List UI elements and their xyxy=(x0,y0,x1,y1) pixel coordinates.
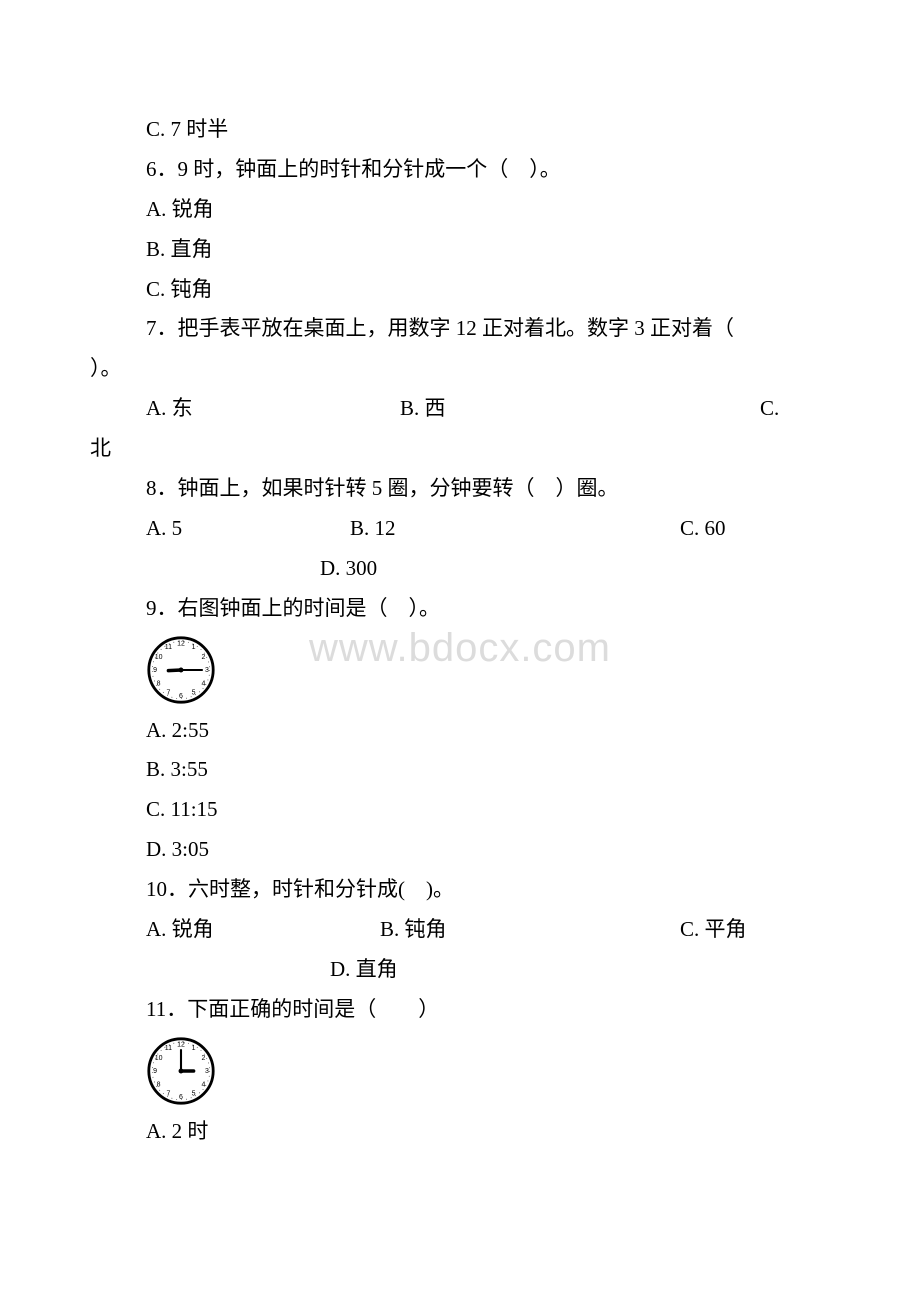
q10-option-a: A. 锐角 xyxy=(90,910,380,950)
svg-text:7: 7 xyxy=(166,689,170,696)
q9-option-a: A. 2:55 xyxy=(90,711,820,751)
svg-text:5: 5 xyxy=(192,689,196,696)
svg-text:6: 6 xyxy=(179,693,183,700)
q7-stem-line2: ）。 xyxy=(90,349,820,389)
svg-text:3: 3 xyxy=(205,1068,209,1075)
q7-option-c-line2: 北 xyxy=(90,429,820,469)
q7-option-b: B. 西 xyxy=(400,389,760,429)
q6-option-b: B. 直角 xyxy=(90,230,820,270)
document-page: www.bdocx.com C. 7 时半 6．9 时，钟面上的时针和分针成一个… xyxy=(0,0,920,1302)
q10-option-c: C. 平角 xyxy=(680,910,747,950)
q9-stem: 9．右图钟面上的时间是（ ）。 xyxy=(90,589,820,629)
svg-text:9: 9 xyxy=(153,1068,157,1075)
svg-text:1: 1 xyxy=(192,644,196,651)
q10-stem: 10．六时整，时针和分针成( )。 xyxy=(90,870,820,910)
svg-text:8: 8 xyxy=(157,680,161,687)
svg-text:4: 4 xyxy=(201,680,205,687)
svg-text:2: 2 xyxy=(201,653,205,660)
q8-options-row1: A. 5 B. 12 C. 60 xyxy=(90,509,820,549)
q11-stem: 11．下面正确的时间是（ ） xyxy=(90,990,820,1030)
q11-option-a: A. 2 时 xyxy=(90,1112,820,1152)
svg-text:4: 4 xyxy=(201,1081,205,1088)
svg-text:1: 1 xyxy=(192,1045,196,1052)
q10-option-b: B. 钝角 xyxy=(380,910,680,950)
q11-clock-icon: 12 1 2 3 4 5 6 7 8 9 10 11 xyxy=(146,1036,216,1106)
svg-text:11: 11 xyxy=(165,1045,172,1052)
q9-option-d: D. 3:05 xyxy=(90,830,820,870)
q6-option-a: A. 锐角 xyxy=(90,190,820,230)
svg-text:10: 10 xyxy=(155,653,163,660)
q7-options-row: A. 东 B. 西 C. 北C. xyxy=(90,389,820,429)
q7-stem-line1: 7．把手表平放在桌面上，用数字 12 正对着北。数字 3 正对着（ xyxy=(90,309,820,349)
q8-option-c: C. 60 xyxy=(680,509,726,549)
q6-option-c: C. 钝角 xyxy=(90,270,820,310)
svg-text:8: 8 xyxy=(157,1081,161,1088)
q6-stem: 6．9 时，钟面上的时针和分针成一个（ ）。 xyxy=(90,150,820,190)
q9-option-c: C. 11:15 xyxy=(90,790,820,830)
svg-text:2: 2 xyxy=(201,1055,205,1062)
q8-option-b: B. 12 xyxy=(350,509,680,549)
q7-option-a: A. 东 xyxy=(90,389,400,429)
q10-option-d: D. 直角 xyxy=(90,950,820,990)
q9-option-b: B. 3:55 xyxy=(90,750,820,790)
svg-text:5: 5 xyxy=(192,1090,196,1097)
svg-text:10: 10 xyxy=(155,1055,163,1062)
q8-option-a: A. 5 xyxy=(90,509,350,549)
svg-text:9: 9 xyxy=(153,667,157,674)
q10-options-row1: A. 锐角 B. 钝角 C. 平角 xyxy=(90,910,820,950)
svg-text:7: 7 xyxy=(166,1090,170,1097)
q5-option-c: C. 7 时半 xyxy=(90,110,820,150)
svg-text:12: 12 xyxy=(177,640,185,647)
q7-option-c-prefix: C. 北C. xyxy=(760,389,779,429)
svg-text:12: 12 xyxy=(177,1041,185,1048)
q8-option-d: D. 300 xyxy=(90,549,820,589)
q8-stem: 8．钟面上，如果时针转 5 圈，分钟要转（ ）圈。 xyxy=(90,469,820,509)
svg-text:3: 3 xyxy=(205,667,209,674)
q9-clock-icon: 12 1 2 3 4 5 6 7 8 9 10 11 xyxy=(146,635,216,705)
svg-text:6: 6 xyxy=(179,1094,183,1101)
svg-text:11: 11 xyxy=(165,644,172,651)
